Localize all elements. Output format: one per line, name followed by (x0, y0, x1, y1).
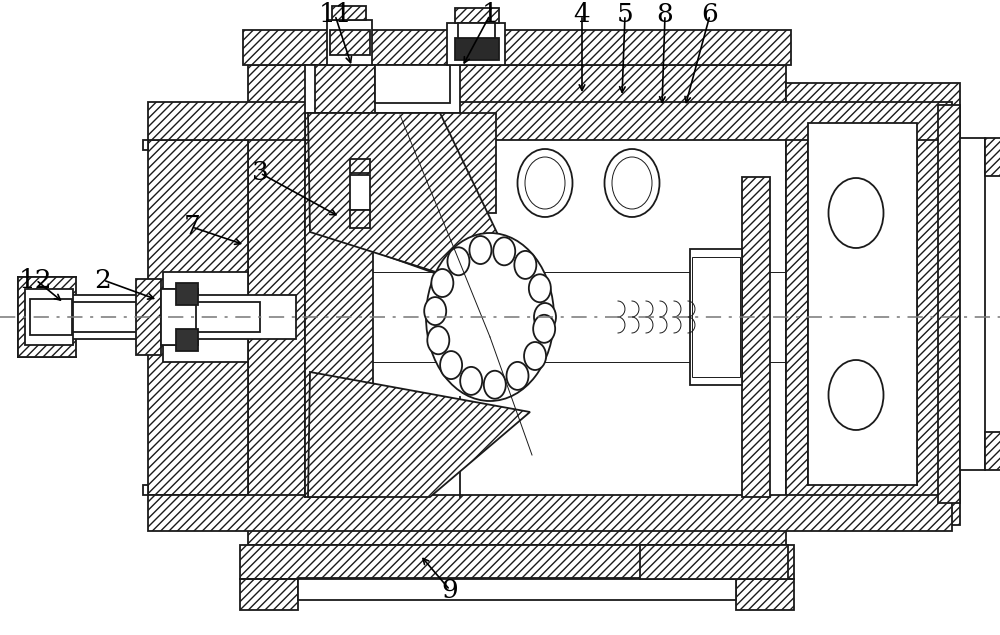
Bar (447, 23, 505, 65)
Bar (375, 65, 450, 103)
Text: 1: 1 (482, 3, 498, 27)
Bar (332, 6, 366, 20)
Ellipse shape (529, 274, 551, 302)
Bar (736, 579, 794, 610)
Bar (690, 249, 742, 385)
Polygon shape (308, 372, 530, 497)
Bar (455, 8, 499, 23)
Bar (330, 30, 370, 55)
Bar (18, 277, 76, 357)
Ellipse shape (533, 315, 555, 343)
Bar (692, 257, 740, 377)
Bar (458, 23, 495, 38)
Bar (786, 83, 960, 525)
Ellipse shape (518, 149, 572, 217)
Bar (176, 283, 198, 305)
Text: 2: 2 (95, 267, 111, 293)
Bar (143, 140, 148, 150)
Bar (316, 113, 786, 497)
Bar (223, 302, 243, 332)
Bar (25, 289, 73, 345)
Bar (72, 302, 260, 332)
Ellipse shape (524, 342, 546, 370)
Bar (163, 289, 198, 345)
Text: 12: 12 (19, 267, 53, 293)
Ellipse shape (525, 157, 565, 209)
Ellipse shape (604, 149, 660, 217)
Ellipse shape (426, 233, 554, 401)
Bar (163, 272, 248, 362)
Bar (143, 485, 148, 495)
Bar (248, 113, 316, 497)
Bar (240, 579, 298, 610)
Bar (248, 65, 786, 113)
Ellipse shape (828, 178, 884, 248)
Bar (985, 432, 1000, 470)
Bar (305, 65, 460, 113)
Bar (176, 329, 198, 351)
Text: 7: 7 (184, 215, 200, 239)
Ellipse shape (427, 326, 449, 354)
Ellipse shape (514, 251, 536, 279)
Bar (327, 20, 372, 65)
Ellipse shape (507, 362, 528, 390)
Bar (985, 138, 1000, 176)
Bar (248, 113, 316, 497)
Bar (30, 299, 72, 335)
Ellipse shape (612, 157, 652, 209)
Bar (72, 295, 296, 339)
Bar (350, 210, 370, 228)
Polygon shape (308, 113, 530, 302)
Ellipse shape (460, 367, 482, 395)
Text: 6: 6 (702, 3, 718, 27)
Bar (808, 123, 917, 485)
Bar (243, 30, 791, 65)
Bar (161, 289, 196, 345)
Bar (960, 138, 985, 470)
Text: 3: 3 (252, 161, 268, 185)
Bar (198, 297, 223, 337)
Ellipse shape (440, 351, 462, 379)
Ellipse shape (828, 360, 884, 430)
Ellipse shape (534, 303, 556, 331)
Bar (298, 578, 736, 600)
Ellipse shape (431, 269, 453, 297)
Bar (148, 495, 952, 531)
Bar (305, 161, 373, 497)
Text: 4: 4 (574, 3, 590, 27)
Bar (316, 113, 496, 213)
Text: 8: 8 (657, 3, 673, 27)
Bar (350, 175, 370, 210)
Bar (248, 497, 786, 545)
Bar (938, 105, 960, 503)
Text: 9: 9 (442, 577, 458, 603)
Ellipse shape (493, 237, 515, 265)
Bar (136, 279, 161, 355)
Text: 5: 5 (617, 3, 633, 27)
Bar (350, 159, 370, 173)
Bar (640, 545, 788, 579)
Ellipse shape (447, 247, 469, 276)
Bar (240, 545, 794, 579)
Bar (455, 38, 499, 60)
Bar (148, 102, 952, 140)
Text: 11: 11 (318, 3, 352, 27)
Ellipse shape (424, 297, 446, 325)
Bar (315, 65, 375, 113)
Ellipse shape (469, 236, 491, 264)
Ellipse shape (484, 371, 506, 399)
Bar (148, 140, 248, 495)
Bar (742, 177, 770, 497)
